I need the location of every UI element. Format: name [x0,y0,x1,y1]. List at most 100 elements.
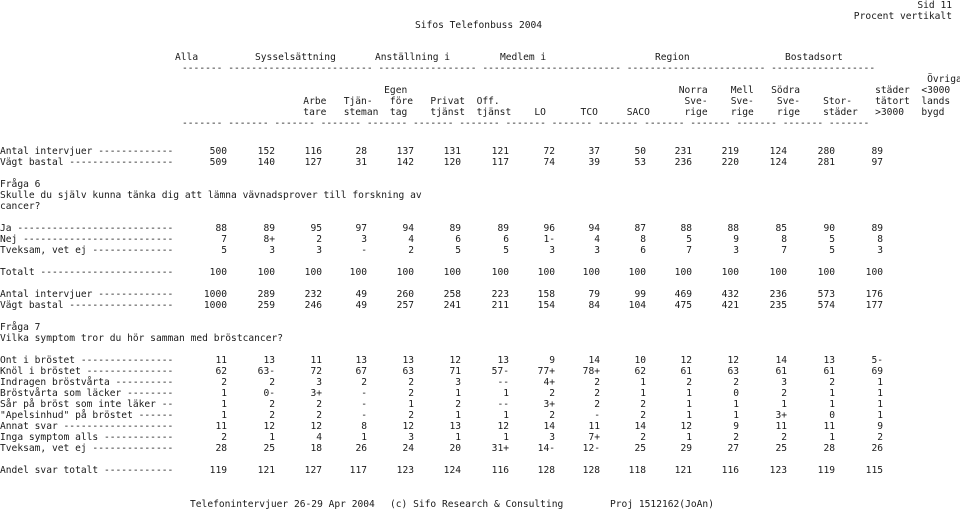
answer-row-cell: 13 [823,355,835,366]
answer-row-cell: 1 [503,388,509,399]
answer-row-cell: 2 [408,377,414,388]
count-row-cell: 219 [721,146,739,157]
answer-row-label: "Apelsinhud" på bröstet ------ [0,410,174,421]
count-row-cell: 257 [396,300,414,311]
count-row-cell: 574 [817,300,835,311]
answer-row-cell: 8+ [263,234,275,245]
count-row-cell: 177 [865,300,883,311]
answer-row-cell: 28 [215,443,227,454]
answer-row-cell: 20 [449,443,461,454]
answer-row-cell: 7+ [588,432,600,443]
answer-row-cell: 2 [408,388,414,399]
answer-row-cell: 1 [455,432,461,443]
answer-row-cell: 57- [491,366,509,377]
column-group-label: Region [655,52,690,63]
answer-row-cell: 2 [408,245,414,256]
count-row-cell: 432 [721,289,739,300]
answer-row-cell: 1 [221,388,227,399]
count-row-cell: 37 [588,146,600,157]
total-row-cell: 100 [582,267,600,278]
answer-row-cell: 2 [316,234,322,245]
count-row-cell: 289 [257,289,275,300]
count-row-cell: 127 [304,157,322,168]
answer-row-label: Ont i bröstet ---------------- [0,355,174,366]
answer-row-cell: 3+ [775,410,787,421]
count-row-cell: 232 [304,289,322,300]
answer-row-cell: 14 [543,421,555,432]
answer-row-cell: 3 [594,245,600,256]
answer-row-cell: 3+ [310,388,322,399]
answer-row-cell: 12 [680,421,692,432]
answer-row-cell: 0 [733,388,739,399]
total-row-cell: 128 [537,465,555,476]
answer-row-label: Annat svar ------------------- [0,421,174,432]
answer-row-cell: 78+ [582,366,600,377]
answer-row-cell: 28 [823,443,835,454]
answer-row-cell: 1 [640,388,646,399]
answer-row-cell: 3 [408,432,414,443]
count-row-cell: 89 [871,146,883,157]
total-row-cell: 100 [396,267,414,278]
answer-row-cell: 14- [537,443,555,454]
total-row-cell: 100 [491,267,509,278]
total-row-cell: 100 [304,267,322,278]
answer-row-cell: 2 [269,410,275,421]
count-row-cell: 137 [396,146,414,157]
answer-row-cell: 1 [503,432,509,443]
count-row-cell: 281 [817,157,835,168]
answer-row-cell: 13 [402,355,414,366]
answer-row-cell: 9 [733,421,739,432]
answer-row-cell: 13 [497,355,509,366]
total-row-cell: 100 [674,267,692,278]
answer-row-cell: 13 [449,421,461,432]
total-row-cell: 100 [865,267,883,278]
answer-row-cell: 12 [263,421,275,432]
column-subheader-row: Egen Norra Mell Södra städer <3000 [182,85,951,96]
count-row-cell: 260 [396,289,414,300]
answer-row-label: Bröstvårta som läcker -------- [0,388,174,399]
column-subheader-row: tare steman tag tjänst tjänst LO TCO SAC… [182,107,945,118]
count-row-cell: 49 [355,300,367,311]
count-row-cell: 124 [769,146,787,157]
count-row-cell: 509 [209,157,227,168]
answer-row-cell: 2 [221,377,227,388]
answer-row-cell: 9 [549,355,555,366]
answer-row-cell: 14 [588,355,600,366]
answer-row-cell: 6 [640,245,646,256]
answer-row-cell: 5 [455,245,461,256]
answer-row-cell: 2 [733,377,739,388]
total-row-cell: 100 [628,267,646,278]
answer-row-cell: 89 [263,223,275,234]
answer-row-cell: 1 [829,399,835,410]
count-row-cell: 421 [721,300,739,311]
answer-row-cell: 1 [503,410,509,421]
answer-row-cell: 2 [455,399,461,410]
total-row-cell: 128 [582,465,600,476]
answer-row-cell: 13 [355,355,367,366]
footer-interview-period: Telefonintervjuer 26-29 Apr 2004 [190,499,375,510]
answer-row-cell: 4 [594,234,600,245]
count-row-cell: 99 [634,289,646,300]
count-row-cell: 259 [257,300,275,311]
answer-row-cell: 11 [588,421,600,432]
count-row-cell: 220 [721,157,739,168]
answer-row-cell: - [361,245,367,256]
total-row-cell: 123 [396,465,414,476]
count-row-cell: 573 [817,289,835,300]
count-row-cell: 235 [769,300,787,311]
answer-row-cell: 1- [543,234,555,245]
answer-row-cell: 2 [316,410,322,421]
count-row-cell: 140 [257,157,275,168]
answer-row-cell: 13 [263,355,275,366]
count-row-cell: 50 [634,146,646,157]
answer-row-cell: 1 [640,377,646,388]
answer-row-cell: 10 [634,355,646,366]
answer-row-cell: 11 [823,421,835,432]
total-row-cell: 118 [628,465,646,476]
count-row-cell: 142 [396,157,414,168]
answer-row-cell: 25 [634,443,646,454]
count-row-label: Antal intervjuer ------------- [0,289,174,300]
answer-row-cell: 1 [686,410,692,421]
answer-row-cell: 29 [680,443,692,454]
answer-row-cell: 1 [877,410,883,421]
